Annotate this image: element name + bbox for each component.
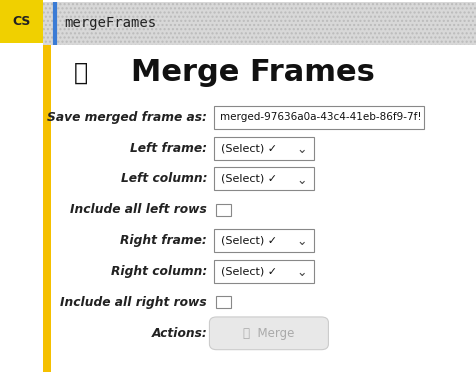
Text: 🔗: 🔗 <box>74 61 88 84</box>
FancyBboxPatch shape <box>214 106 424 129</box>
FancyBboxPatch shape <box>209 317 328 350</box>
Text: Include all left rows: Include all left rows <box>70 203 207 216</box>
FancyBboxPatch shape <box>216 296 231 308</box>
Text: Left frame:: Left frame: <box>130 142 207 154</box>
Text: ⌄: ⌄ <box>296 174 307 186</box>
Text: Actions:: Actions: <box>151 327 207 340</box>
FancyBboxPatch shape <box>214 137 314 160</box>
Text: (Select) ✓: (Select) ✓ <box>221 267 278 276</box>
Text: ⌄: ⌄ <box>296 266 307 279</box>
Text: ⌄: ⌄ <box>296 143 307 155</box>
Text: ⌄: ⌄ <box>296 235 307 248</box>
FancyBboxPatch shape <box>214 229 314 252</box>
FancyBboxPatch shape <box>216 204 231 216</box>
FancyBboxPatch shape <box>43 2 476 45</box>
Text: (Select) ✓: (Select) ✓ <box>221 236 278 246</box>
Text: merged-97636a0a-43c4-41eb-86f9-7f!: merged-97636a0a-43c4-41eb-86f9-7f! <box>220 112 422 122</box>
Text: Include all right rows: Include all right rows <box>60 296 207 309</box>
Text: (Select) ✓: (Select) ✓ <box>221 143 278 153</box>
Text: (Select) ✓: (Select) ✓ <box>221 174 278 184</box>
FancyBboxPatch shape <box>214 260 314 283</box>
Text: mergeFrames: mergeFrames <box>64 16 157 30</box>
FancyBboxPatch shape <box>214 167 314 190</box>
Text: Save merged frame as:: Save merged frame as: <box>47 111 207 124</box>
Text: Merge Frames: Merge Frames <box>131 58 375 87</box>
FancyBboxPatch shape <box>43 45 51 372</box>
Text: Left column:: Left column: <box>120 173 207 185</box>
Text: Right column:: Right column: <box>111 265 207 278</box>
Text: 🔗  Merge: 🔗 Merge <box>243 327 295 340</box>
Text: Right frame:: Right frame: <box>120 234 207 247</box>
FancyBboxPatch shape <box>0 0 43 43</box>
Text: CS: CS <box>12 15 30 28</box>
